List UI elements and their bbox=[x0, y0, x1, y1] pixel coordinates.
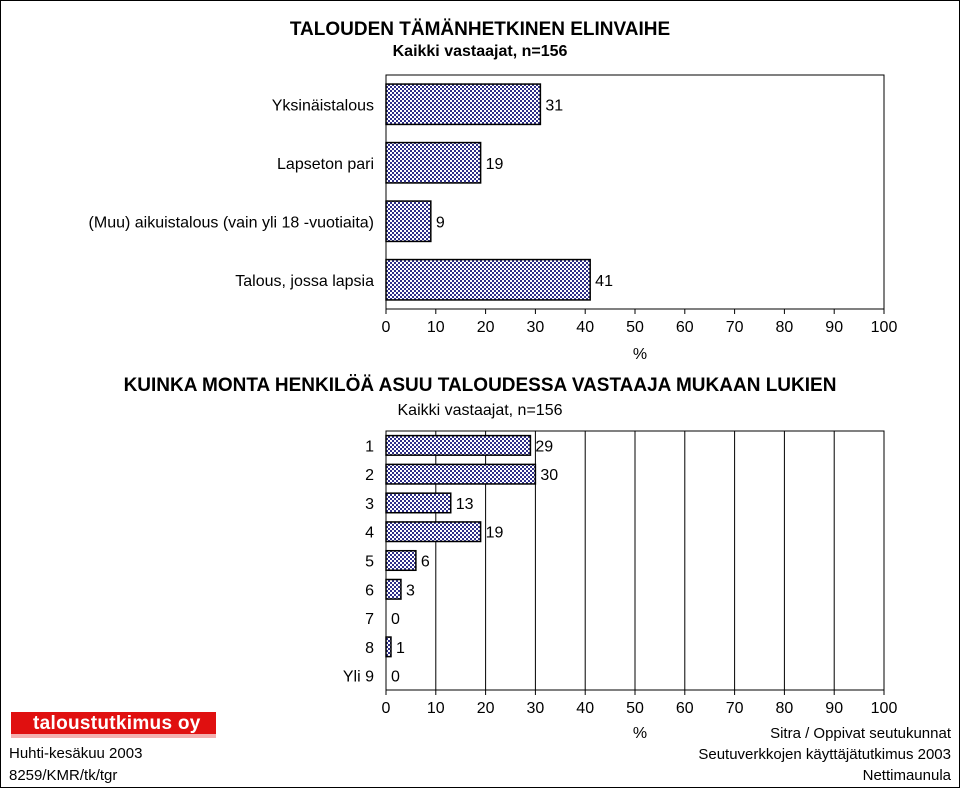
chart1-value-label: 9 bbox=[436, 214, 445, 231]
chart2-xlabel: % bbox=[633, 725, 647, 742]
chart2-category-label: Yli 9 bbox=[343, 669, 374, 686]
chart2-category-label: 4 bbox=[365, 525, 374, 542]
chart2-bar bbox=[385, 636, 392, 658]
chart2-subtitle: Kaikki vastaajat, n=156 bbox=[398, 402, 563, 419]
chart2-value-label: 29 bbox=[535, 438, 553, 455]
chart2-category-label: 3 bbox=[365, 496, 374, 513]
chart1-x-tick-label: 50 bbox=[626, 319, 644, 336]
chart1-x-tick-label: 60 bbox=[676, 319, 694, 336]
chart1-category-label: Talous, jossa lapsia bbox=[235, 273, 374, 290]
footer-area: Nettimaunula bbox=[862, 767, 951, 784]
chart2-category-label: 7 bbox=[365, 611, 374, 628]
chart1-value-label: 31 bbox=[545, 97, 563, 114]
chart2-x-tick-label: 20 bbox=[477, 700, 495, 717]
chart2-x-tick-label: 90 bbox=[825, 700, 843, 717]
chart1-x-tick-label: 90 bbox=[825, 319, 843, 336]
chart2-value-label: 6 bbox=[421, 554, 430, 571]
chart2-x-tick-label: 10 bbox=[427, 700, 445, 717]
logo-underline bbox=[11, 734, 216, 738]
chart2-value-label: 13 bbox=[456, 496, 474, 513]
chart2-category-label: 6 bbox=[365, 582, 374, 599]
chart2-x-tick-label: 0 bbox=[382, 700, 391, 717]
chart2-bar bbox=[385, 434, 532, 456]
chart2-bar bbox=[385, 549, 417, 572]
chart2-bar bbox=[385, 578, 402, 600]
footer-code: 8259/KMR/tk/tgr bbox=[9, 767, 118, 784]
chart2-value-label: 3 bbox=[406, 582, 415, 599]
chart2-x-tick-label: 30 bbox=[527, 700, 545, 717]
chart1-x-tick-label: 40 bbox=[576, 319, 594, 336]
footer-date: Huhti-kesäkuu 2003 bbox=[9, 745, 143, 762]
chart1-x-tick-label: 70 bbox=[726, 319, 744, 336]
chart1-category-label: Yksinäistalous bbox=[272, 97, 374, 114]
company-logo: taloustutkimus oy bbox=[11, 712, 216, 738]
footer-study: Seutuverkkojen käyttäjätutkimus 2003 bbox=[698, 746, 951, 763]
chart1-value-label: 19 bbox=[486, 156, 504, 173]
chart1-bar bbox=[385, 83, 542, 126]
chart1-category-label: (Muu) aikuistalous (vain yli 18 -vuotiai… bbox=[89, 214, 374, 231]
chart2-bar bbox=[385, 463, 537, 485]
chart2-value-label: 19 bbox=[486, 525, 504, 542]
chart2-category-label: 2 bbox=[365, 467, 374, 484]
footer-client: Sitra / Oppivat seutukunnat bbox=[770, 725, 951, 742]
chart1-x-tick-label: 0 bbox=[382, 319, 391, 336]
chart2-category-label: 1 bbox=[365, 438, 374, 455]
logo-badge-shape bbox=[11, 712, 216, 738]
chart2-value-label: 1 bbox=[396, 640, 405, 657]
chart1-value-label: 41 bbox=[595, 273, 613, 290]
chart1-x-tick-label: 20 bbox=[477, 319, 495, 336]
chart2-category-label: 5 bbox=[365, 554, 374, 571]
chart1-x-tick-label: 10 bbox=[427, 319, 445, 336]
chart1-bar bbox=[385, 200, 432, 243]
chart1-xlabel: % bbox=[633, 346, 647, 363]
chart1-bar bbox=[385, 141, 482, 184]
chart2-x-tick-label: 60 bbox=[676, 700, 694, 717]
chart2-value-label: 30 bbox=[540, 467, 558, 484]
chart2-x-tick-label: 40 bbox=[576, 700, 594, 717]
chart2-x-tick-label: 80 bbox=[776, 700, 794, 717]
chart2-category-label: 8 bbox=[365, 640, 374, 657]
chart1-title: TALOUDEN TÄMÄNHETKINEN ELINVAIHE bbox=[290, 19, 670, 40]
chart1-subtitle: Kaikki vastaajat, n=156 bbox=[393, 43, 568, 60]
chart2-title: KUINKA MONTA HENKILÖÄ ASUU TALOUDESSA VA… bbox=[124, 375, 837, 396]
chart1-bar bbox=[385, 258, 591, 301]
chart1-category-label: Lapseton pari bbox=[277, 156, 374, 173]
chart2-x-tick-label: 50 bbox=[626, 700, 644, 717]
logo-text: taloustutkimus oy bbox=[33, 713, 201, 734]
chart2-value-label: 0 bbox=[391, 611, 400, 628]
chart2-bar bbox=[385, 492, 452, 514]
chart2-value-label: 0 bbox=[391, 669, 400, 686]
logo-red-band bbox=[11, 712, 216, 738]
chart1-x-tick-label: 30 bbox=[527, 319, 545, 336]
chart1-plot: 0 10 20 30 40 50 60 70 80 90 100 Yksinäistalous 31 La… bbox=[89, 74, 898, 336]
chart1-x-tick-label: 100 bbox=[871, 319, 898, 336]
chart2-x-tick-label: 100 bbox=[871, 700, 898, 717]
chart1-x-tick-label: 80 bbox=[776, 319, 794, 336]
chart2-x-tick-label: 70 bbox=[726, 700, 744, 717]
chart2-bar bbox=[385, 521, 482, 543]
